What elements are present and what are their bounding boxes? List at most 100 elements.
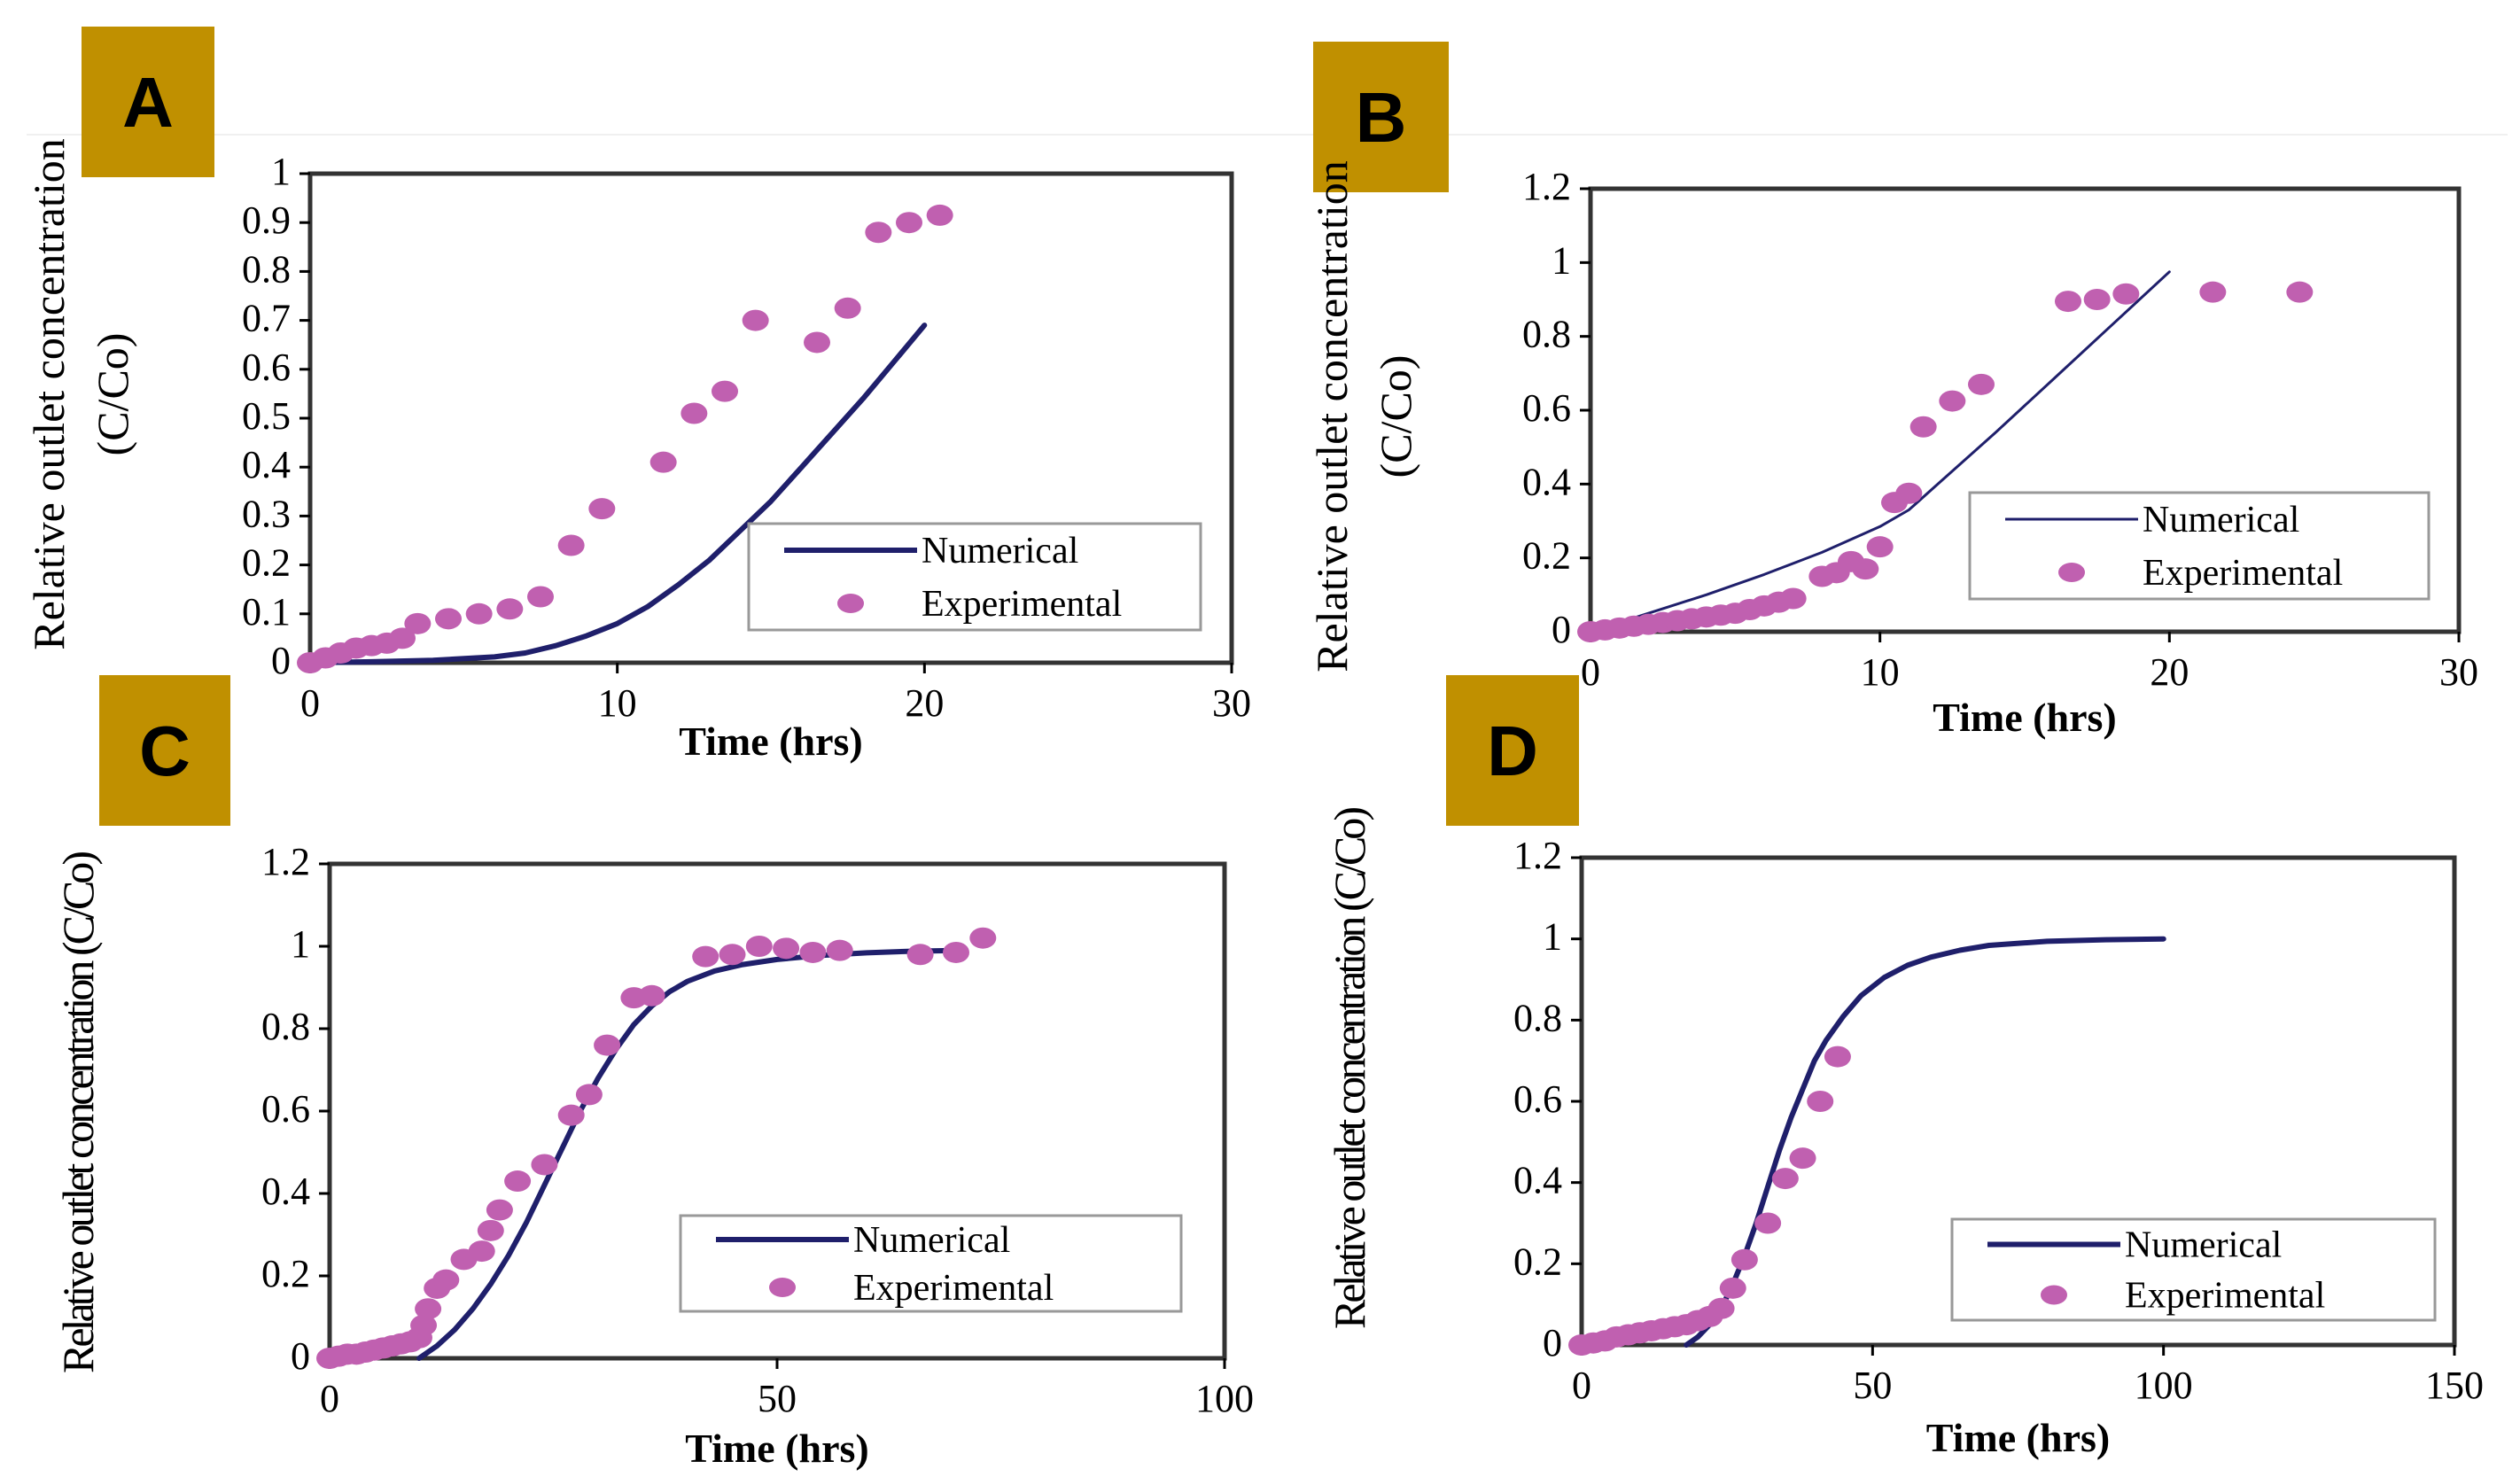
data-point-experimental: [1866, 536, 1894, 558]
data-point-experimental: [432, 1269, 460, 1291]
y-tick-label: 0.8: [1522, 313, 1571, 356]
x-tick-label: 100: [2135, 1364, 2193, 1407]
legend-box: [1950, 1217, 2437, 1322]
legend-swatch-experimental: [769, 1278, 796, 1297]
y-tick-label: 1: [1543, 915, 1562, 959]
data-point-experimental: [719, 944, 746, 966]
x-tick-label: 0: [1572, 1364, 1591, 1407]
data-point-experimental: [804, 331, 830, 354]
data-point-experimental: [773, 937, 800, 960]
data-point-experimental: [2199, 281, 2227, 303]
legend-label-numerical: Numerical: [922, 531, 1078, 571]
data-point-experimental: [531, 1154, 558, 1176]
y-tick-label: 0.6: [1522, 386, 1571, 430]
y-tick-label: 0.6: [242, 346, 291, 389]
y-tick-label: 0.7: [242, 297, 291, 340]
data-point-experimental: [865, 222, 892, 244]
panel-D: D 0 0.2 0.4 0.6 0.8 1 1.2 0 50 100 150 Time (hrs) Rel…: [1325, 675, 2484, 1460]
data-point-experimental: [1824, 1046, 1851, 1068]
panel-label-badge: [1446, 675, 1579, 826]
x-tick-label: 50: [1853, 1364, 1892, 1407]
data-point-experimental: [1895, 482, 1923, 504]
legend-box: [679, 1214, 1183, 1313]
y-tick-label: 0.2: [242, 541, 291, 585]
x-axis-label: Time (hrs): [685, 1426, 868, 1471]
y-tick-label: 0.6: [1513, 1077, 1562, 1121]
legend-swatch-experimental: [2041, 1285, 2067, 1305]
data-point-experimental: [1852, 558, 1879, 580]
data-point-experimental: [504, 1170, 532, 1193]
data-point-experimental: [2112, 283, 2140, 305]
data-point-experimental: [1779, 587, 1807, 610]
data-point-experimental: [465, 602, 493, 625]
data-point-experimental: [1731, 1248, 1758, 1271]
data-point-experimental: [557, 534, 585, 556]
y-tick-label: 1: [291, 922, 310, 966]
y-tick-label: 0.2: [261, 1252, 310, 1295]
y-axis-label: Relative outlet concentration: [1307, 160, 1357, 672]
data-point-experimental: [594, 1034, 621, 1056]
panel-label-badge: [99, 675, 230, 826]
legend-box: [1968, 491, 2431, 601]
data-point-experimental: [527, 586, 554, 608]
data-point-experimental: [2055, 291, 2081, 313]
data-point-experimental: [681, 402, 708, 424]
data-point-experimental: [1707, 1297, 1735, 1319]
data-point-experimental: [1771, 1168, 1799, 1190]
panel-label-badge: [1313, 42, 1449, 192]
legend-label-experimental: Experimental: [853, 1268, 1054, 1309]
y-tick-label: 0: [1543, 1321, 1562, 1364]
y-tick-label: 0.5: [242, 394, 291, 438]
x-axis-label: Time (hrs): [679, 719, 862, 764]
y-tick-label: 0.6: [261, 1087, 310, 1131]
x-tick-label: 100: [1195, 1377, 1254, 1420]
data-point-experimental: [834, 297, 861, 319]
data-point-experimental: [638, 984, 665, 1007]
legend-box: [747, 522, 1202, 632]
legend-label-experimental: Experimental: [922, 584, 1122, 625]
y-tick-label: 1.2: [1513, 834, 1562, 877]
y-tick-label: 1: [271, 150, 291, 193]
data-point-experimental: [1968, 373, 1995, 395]
y-axis-label: (C/Co): [1371, 355, 1420, 478]
x-tick-label: 20: [905, 681, 944, 725]
x-axis-label: Time (hrs): [1926, 1415, 2110, 1460]
y-tick-label: 1.2: [261, 840, 310, 883]
x-tick-label: 0: [300, 681, 320, 725]
y-axis-label: Relative outlet concentration (C/Co): [53, 851, 103, 1373]
y-tick-label: 1.2: [1522, 165, 1571, 208]
data-point-experimental: [896, 212, 922, 234]
panel-label: B: [1356, 78, 1407, 157]
data-point-experimental: [557, 1104, 585, 1126]
y-tick-label: 0.4: [242, 443, 291, 486]
legend-label-experimental: Experimental: [2143, 553, 2343, 594]
data-point-experimental: [477, 1219, 504, 1241]
y-axis-label: (C/Co): [88, 333, 137, 456]
panel-label: D: [1487, 711, 1538, 790]
data-point-experimental: [906, 944, 934, 966]
y-tick-label: 0.1: [242, 590, 291, 634]
data-point-experimental: [745, 936, 773, 957]
data-point-experimental: [926, 204, 953, 226]
x-axis-label: Time (hrs): [1933, 695, 2116, 740]
y-tick-label: 0.4: [1513, 1159, 1562, 1202]
x-tick-label: 30: [2439, 650, 2478, 694]
data-point-experimental: [496, 598, 524, 620]
panel-label: C: [139, 711, 191, 790]
data-point-experimental: [1754, 1212, 1782, 1234]
data-point-experimental: [1719, 1277, 1746, 1299]
x-tick-label: 20: [2150, 650, 2189, 694]
data-point-experimental: [969, 927, 997, 949]
legend-label-numerical: Numerical: [2143, 500, 2299, 540]
panel-A: A00.10.20.30.40.50.60.70.80.910 10 20 30Tim…: [24, 27, 1251, 764]
legend-label-experimental: Experimental: [2125, 1276, 2325, 1317]
y-tick-label: 0.8: [242, 247, 291, 291]
y-tick-label: 0.9: [242, 198, 291, 242]
series-line-numerical: [1589, 270, 2171, 634]
legend-swatch-experimental: [837, 594, 864, 613]
y-tick-label: 1: [1552, 238, 1571, 282]
y-tick-label: 0.2: [1513, 1240, 1562, 1283]
data-point-experimental: [415, 1298, 442, 1320]
data-point-experimental: [389, 627, 416, 649]
